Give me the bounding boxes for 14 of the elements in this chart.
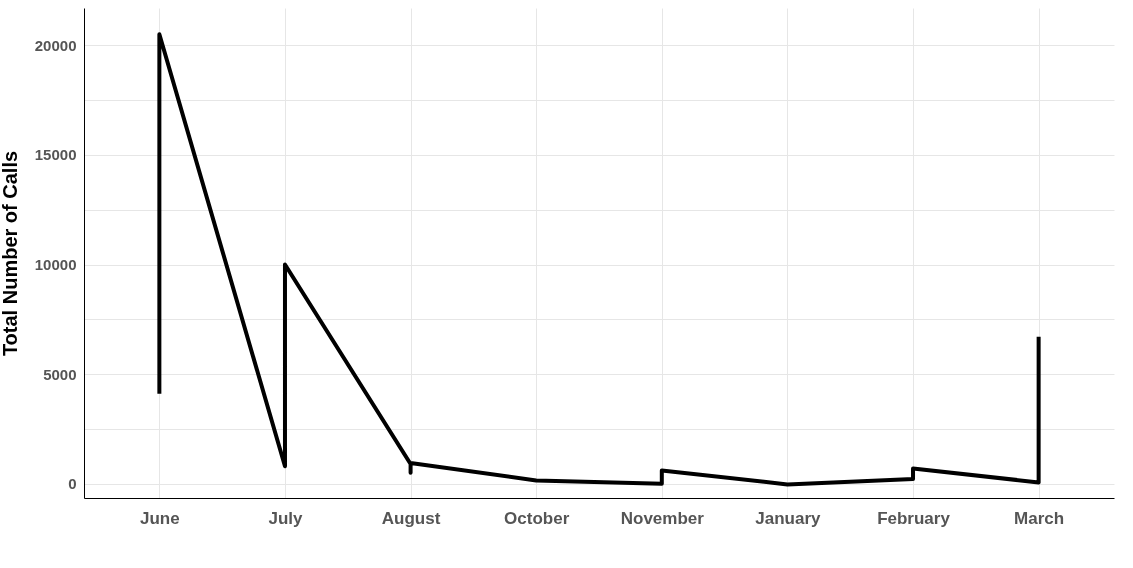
x-tick-label: March [1014,508,1065,528]
y-axis-title: Total Number of Calls [0,150,21,357]
x-tick-label: February [877,508,951,528]
x-tick-label: July [268,508,304,528]
y-tick-label: 5000 [43,365,77,383]
x-tick-label: June [140,508,180,528]
x-tick-label: January [755,508,822,528]
y-tick-label: 10000 [34,256,77,274]
y-tick-label: 0 [68,475,77,493]
y-tick-label: 15000 [34,146,77,164]
y-tick-label: 20000 [34,36,77,54]
x-tick-label: October [504,508,570,528]
x-tick-label: August [381,508,441,528]
x-tick-label: November [620,508,705,528]
